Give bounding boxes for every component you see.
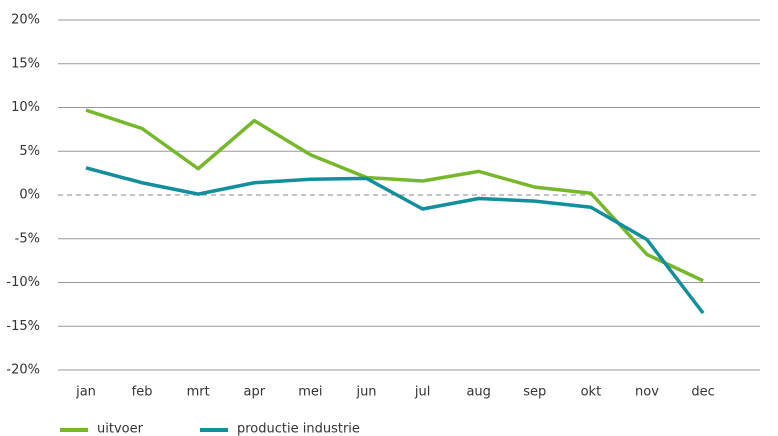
x-tick-label: dec bbox=[691, 385, 714, 400]
line-series bbox=[85, 166, 705, 315]
y-tick-label: -20% bbox=[6, 363, 40, 378]
y-tick-label: 0% bbox=[19, 188, 40, 203]
y-tick-label: 20% bbox=[11, 13, 40, 28]
x-tick-label: mrt bbox=[187, 385, 210, 400]
legend-label: productie industrie bbox=[237, 422, 360, 436]
y-tick-label: -10% bbox=[6, 275, 40, 290]
x-tick-label: jun bbox=[355, 385, 376, 400]
x-tick-label: mei bbox=[298, 385, 322, 400]
x-tick-label: okt bbox=[581, 385, 602, 400]
x-tick-label: aug bbox=[466, 385, 490, 400]
y-tick-label: 10% bbox=[11, 100, 40, 115]
y-tick-label: 15% bbox=[11, 56, 40, 71]
x-tick-label: jul bbox=[414, 385, 430, 400]
x-tick-label: sep bbox=[523, 385, 546, 400]
legend-label: uitvoer bbox=[97, 422, 144, 436]
x-tick-label: apr bbox=[244, 385, 266, 400]
y-tick-label: -15% bbox=[6, 319, 40, 334]
x-tick-label: feb bbox=[132, 385, 153, 400]
line-series bbox=[85, 108, 704, 283]
y-tick-label: -5% bbox=[15, 231, 40, 246]
x-tick-label: nov bbox=[635, 385, 659, 400]
y-tick-label: 5% bbox=[19, 144, 40, 159]
x-tick-label: jan bbox=[75, 385, 96, 400]
